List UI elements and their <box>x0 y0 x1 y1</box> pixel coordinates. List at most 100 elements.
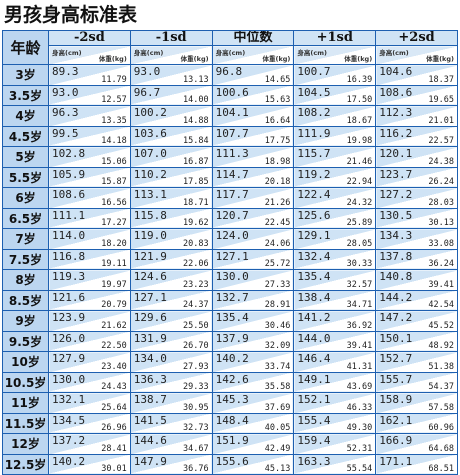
weight-value: 26.24 <box>428 177 454 187</box>
height-value: 111.3 <box>215 147 249 160</box>
data-cell: 149.1 43.69 <box>293 371 377 393</box>
data-cell: 126.0 22.50 <box>48 330 131 352</box>
data-cell: 114.7 20.18 <box>211 166 295 188</box>
data-cell: 150.1 48.92 <box>375 330 458 352</box>
height-value: 134.5 <box>52 413 86 427</box>
weight-value: 22.57 <box>428 136 454 146</box>
weight-value: 30.01 <box>101 464 127 474</box>
data-cell: 103.6 15.84 <box>129 125 213 147</box>
weight-value: 18.98 <box>264 156 291 167</box>
data-cell: 127.9 23.40 <box>48 351 131 373</box>
height-value: 121.6 <box>52 290 86 304</box>
data-cell: 108.2 18.67 <box>293 105 377 127</box>
height-value: 162.1 <box>379 413 413 427</box>
subheader: 身高(cm) 体重(kg) <box>293 45 377 65</box>
height-value: 149.1 <box>297 372 331 386</box>
weight-value: 34.67 <box>183 443 209 454</box>
weight-value: 60.96 <box>428 423 454 433</box>
height-value: 130.0 <box>215 270 249 283</box>
data-cell: 125.6 25.89 <box>293 207 377 229</box>
age-label: 12.5岁 <box>2 453 49 475</box>
data-cell: 119.2 22.94 <box>293 166 377 188</box>
weight-value: 55.54 <box>346 464 373 474</box>
height-value: 144.6 <box>133 434 167 447</box>
height-value: 100.7 <box>297 65 331 78</box>
data-cell: 127.1 24.37 <box>129 289 213 311</box>
age-label: 3岁 <box>2 64 49 86</box>
weight-value: 15.63 <box>264 95 291 105</box>
data-cell: 102.8 15.06 <box>48 146 131 168</box>
age-label: 7.5岁 <box>2 248 49 270</box>
weight-value: 42.49 <box>264 443 291 454</box>
weight-value: 23.40 <box>101 361 127 372</box>
height-value: 114.7 <box>215 167 249 181</box>
weight-value: 25.50 <box>183 320 209 331</box>
weight-value: 41.31 <box>346 361 373 372</box>
height-value: 120.1 <box>379 147 413 160</box>
sub-height: 身高(cm) <box>52 49 82 57</box>
weight-value: 11.79 <box>101 74 127 85</box>
weight-value: 21.46 <box>346 156 373 167</box>
weight-value: 36.76 <box>183 464 209 474</box>
sub-weight: 体重(kg) <box>426 55 454 63</box>
weight-value: 20.79 <box>101 300 127 310</box>
height-value: 125.6 <box>297 208 331 222</box>
data-cell: 107.0 16.87 <box>129 146 213 168</box>
height-value: 152.1 <box>297 393 331 406</box>
weight-value: 22.06 <box>183 259 209 269</box>
weight-value: 17.50 <box>346 95 373 105</box>
data-row: 3岁 89.3 11.79 93.0 13.13 96.8 14.65 100.7 16.39 1… <box>2 64 458 86</box>
weight-value: 24.32 <box>346 197 373 208</box>
height-value: 138.7 <box>133 393 167 406</box>
weight-value: 14.00 <box>183 95 209 105</box>
age-label: 6岁 <box>2 187 49 209</box>
height-value: 120.7 <box>215 208 249 222</box>
height-value: 127.9 <box>52 352 86 365</box>
height-value: 108.6 <box>52 188 86 201</box>
data-row: 11.5岁 134.5 26.96 141.5 32.73 148.4 40.05 155.4… <box>2 412 458 434</box>
weight-value: 20.83 <box>183 238 209 249</box>
data-cell: 147.2 45.52 <box>375 310 458 332</box>
data-cell: 108.6 19.65 <box>375 84 458 106</box>
data-cell: 144.6 34.67 <box>129 433 213 455</box>
data-row: 3.5岁 93.0 12.57 96.7 14.00 100.6 15.63 104.5 17.… <box>2 84 458 106</box>
height-value: 114.0 <box>52 229 86 242</box>
weight-value: 26.96 <box>101 423 127 433</box>
data-cell: 158.9 57.58 <box>375 392 458 414</box>
weight-value: 29.33 <box>183 382 209 392</box>
height-value: 126.0 <box>52 331 86 345</box>
height-value: 112.3 <box>379 106 413 119</box>
group-header: -2sd <box>48 30 131 46</box>
weight-value: 16.39 <box>346 74 373 85</box>
data-cell: 136.3 29.33 <box>129 371 213 393</box>
height-value: 107.7 <box>215 126 249 140</box>
height-value: 137.9 <box>215 331 249 345</box>
data-row: 10.5岁 130.0 24.43 136.3 29.33 142.6 35.58 149.1… <box>2 371 458 393</box>
data-cell: 116.2 22.57 <box>375 125 458 147</box>
subheader-row: 身高(cm) 体重(kg) 身高(cm) 体重(kg) 身高(cm) 体重(kg) 身高(c… <box>3 45 458 65</box>
sub-weight: 体重(kg) <box>98 55 127 63</box>
data-row: 4岁 96.3 13.35 100.2 14.88 104.1 16.64 108.2 18.6… <box>2 105 458 127</box>
weight-value: 18.20 <box>101 238 127 249</box>
height-value: 123.7 <box>379 167 413 181</box>
height-value: 148.4 <box>215 413 249 427</box>
weight-value: 19.98 <box>346 136 373 146</box>
height-value: 121.9 <box>133 249 167 263</box>
subheader: 身高(cm) 体重(kg) <box>375 45 458 65</box>
data-cell: 105.9 15.87 <box>48 166 131 188</box>
data-cell: 155.7 54.37 <box>375 371 458 393</box>
weight-value: 19.11 <box>101 259 127 269</box>
age-label: 7岁 <box>2 228 49 250</box>
weight-value: 24.37 <box>183 300 209 310</box>
weight-value: 18.67 <box>346 115 373 126</box>
height-value: 129.1 <box>297 229 331 242</box>
weight-value: 64.68 <box>428 443 454 454</box>
data-cell: 114.0 18.20 <box>48 228 131 250</box>
weight-value: 51.38 <box>428 361 454 372</box>
data-cell: 152.7 51.38 <box>375 351 458 373</box>
height-value: 141.5 <box>133 413 167 427</box>
weight-value: 52.31 <box>346 443 373 454</box>
weight-value: 22.50 <box>101 341 127 351</box>
weight-value: 17.75 <box>264 136 291 146</box>
data-cell: 144.0 39.41 <box>293 330 377 352</box>
